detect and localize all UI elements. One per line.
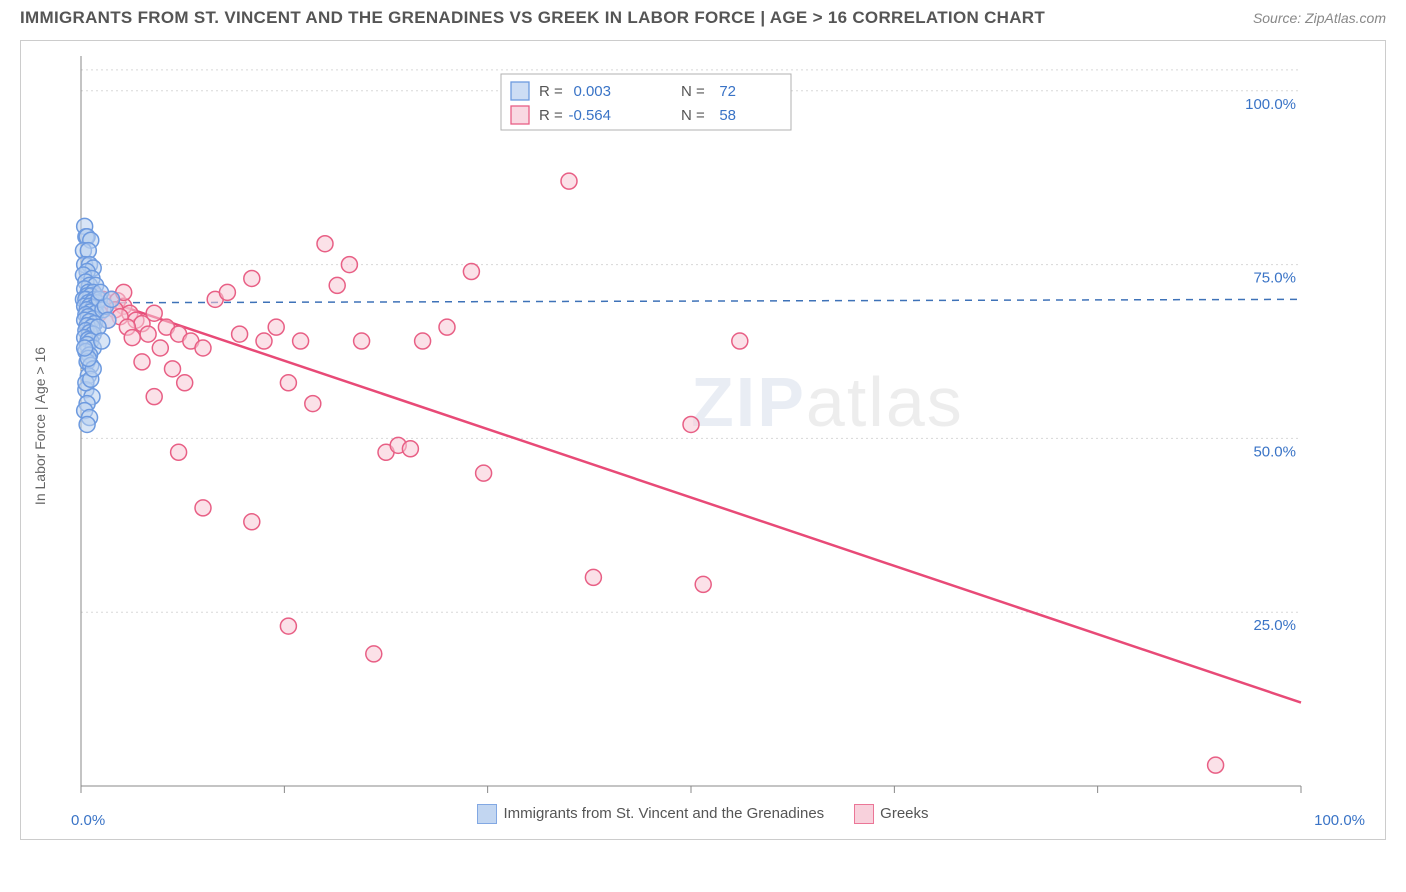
- chart-title: IMMIGRANTS FROM ST. VINCENT AND THE GREN…: [20, 8, 1045, 28]
- data-point: [329, 277, 345, 293]
- top-legend: R = 0.003 N = 72 R = -0.564 N = 58: [501, 74, 791, 130]
- data-point: [402, 441, 418, 457]
- legend-item: Greeks: [854, 804, 928, 824]
- svg-text:R =: R =: [539, 107, 563, 124]
- data-point: [415, 333, 431, 349]
- legend-item: Immigrants from St. Vincent and the Gren…: [477, 804, 824, 824]
- svg-text:R =: R =: [539, 83, 563, 100]
- data-point: [280, 618, 296, 634]
- data-point: [77, 340, 93, 356]
- trend-line: [81, 292, 1301, 702]
- y-tick-label: 25.0%: [1253, 617, 1296, 634]
- data-point: [104, 291, 120, 307]
- y-tick-label: 50.0%: [1253, 443, 1296, 460]
- legend-swatch: [854, 804, 874, 824]
- data-point: [244, 270, 260, 286]
- data-point: [305, 396, 321, 412]
- y-tick-label: 100.0%: [1245, 96, 1296, 113]
- data-point: [146, 389, 162, 405]
- watermark: ZIPatlas: [691, 363, 964, 441]
- y-tick-label: 75.0%: [1253, 270, 1296, 287]
- data-point: [293, 333, 309, 349]
- data-point: [195, 340, 211, 356]
- svg-text:N =: N =: [681, 83, 705, 100]
- data-point: [195, 500, 211, 516]
- legend-label: Immigrants from St. Vincent and the Gren…: [503, 805, 824, 822]
- chart-container: In Labor Force | Age > 16 25.0% 50.0% 75.0…: [20, 40, 1386, 840]
- data-point: [354, 333, 370, 349]
- data-point: [695, 576, 711, 592]
- data-point: [219, 284, 235, 300]
- y-axis-label: In Labor Force | Age > 16: [32, 347, 48, 505]
- data-point: [152, 340, 168, 356]
- data-point: [561, 173, 577, 189]
- data-point: [94, 333, 110, 349]
- data-point: [476, 465, 492, 481]
- data-point: [1208, 757, 1224, 773]
- data-point: [146, 305, 162, 321]
- data-point: [177, 375, 193, 391]
- data-point: [171, 444, 187, 460]
- data-point: [256, 333, 272, 349]
- svg-text:58: 58: [719, 107, 736, 124]
- data-point: [244, 514, 260, 530]
- data-point: [732, 333, 748, 349]
- scatter-plot: 25.0% 50.0% 75.0% 100.0% ZIPatlas R = 0.003 N =…: [71, 56, 1371, 826]
- svg-text:0.003: 0.003: [573, 83, 611, 100]
- data-point: [165, 361, 181, 377]
- source-label: Source: ZipAtlas.com: [1253, 10, 1386, 26]
- data-point: [280, 375, 296, 391]
- data-point: [232, 326, 248, 342]
- data-point: [366, 646, 382, 662]
- data-point: [585, 569, 601, 585]
- svg-text:72: 72: [719, 83, 736, 100]
- svg-text:N =: N =: [681, 107, 705, 124]
- data-point: [463, 264, 479, 280]
- data-point: [124, 330, 140, 346]
- data-point: [79, 416, 95, 432]
- legend-swatch: [477, 804, 497, 824]
- data-point: [134, 354, 150, 370]
- data-point: [317, 236, 333, 252]
- data-point: [140, 326, 156, 342]
- data-point: [683, 416, 699, 432]
- data-point: [268, 319, 284, 335]
- data-point: [439, 319, 455, 335]
- data-point: [341, 257, 357, 273]
- trend-line: [81, 299, 1301, 302]
- bottom-legend: Immigrants from St. Vincent and the Gren…: [21, 799, 1385, 829]
- svg-text:-0.564: -0.564: [568, 107, 611, 124]
- legend-label: Greeks: [880, 805, 928, 822]
